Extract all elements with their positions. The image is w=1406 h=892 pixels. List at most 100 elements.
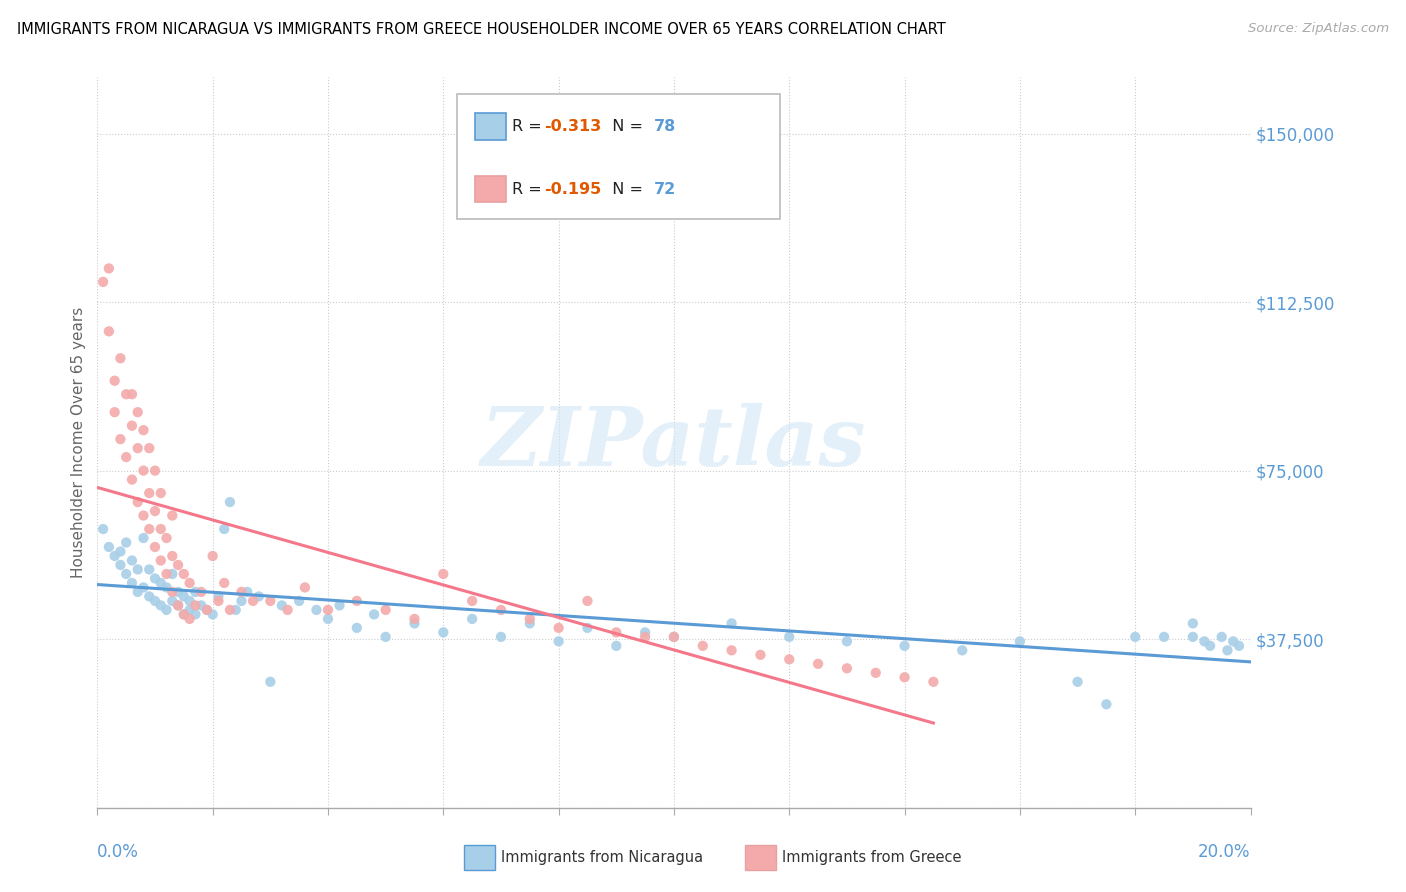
Point xyxy=(143,594,166,608)
Text: 20.0%: 20.0% xyxy=(1198,843,1250,862)
Point xyxy=(121,576,143,591)
Point xyxy=(1181,630,1204,644)
Point xyxy=(225,603,247,617)
Point xyxy=(519,616,541,631)
Point xyxy=(1008,634,1031,648)
Point xyxy=(778,630,800,644)
Point xyxy=(162,566,184,581)
Point xyxy=(184,607,207,622)
Point xyxy=(374,630,396,644)
Text: N =: N = xyxy=(602,182,648,196)
Point xyxy=(346,621,368,635)
Point xyxy=(219,603,242,617)
Point xyxy=(115,566,138,581)
Text: N =: N = xyxy=(602,120,648,134)
Point xyxy=(167,585,190,599)
Point xyxy=(1066,674,1088,689)
Point xyxy=(662,630,685,644)
Point xyxy=(212,576,235,591)
Point xyxy=(115,450,138,464)
Point xyxy=(155,603,177,617)
Text: -0.195: -0.195 xyxy=(544,182,602,196)
Point xyxy=(489,603,512,617)
Point xyxy=(121,553,143,567)
Point xyxy=(316,603,339,617)
Point xyxy=(576,621,599,635)
Point xyxy=(231,585,253,599)
Point xyxy=(374,603,396,617)
Point xyxy=(247,590,270,604)
Point xyxy=(190,585,212,599)
Point xyxy=(1216,643,1239,657)
Point xyxy=(1199,639,1222,653)
Point xyxy=(242,594,264,608)
Point xyxy=(277,603,299,617)
Point xyxy=(1222,634,1244,648)
Point xyxy=(219,495,242,509)
Point xyxy=(179,594,201,608)
Point xyxy=(138,590,160,604)
Point xyxy=(149,553,172,567)
Point xyxy=(231,594,253,608)
Text: R =: R = xyxy=(512,182,547,196)
Point xyxy=(155,531,177,545)
Point xyxy=(893,639,915,653)
Point xyxy=(104,549,127,563)
Text: IMMIGRANTS FROM NICARAGUA VS IMMIGRANTS FROM GREECE HOUSEHOLDER INCOME OVER 65 Y: IMMIGRANTS FROM NICARAGUA VS IMMIGRANTS … xyxy=(17,22,946,37)
Point xyxy=(288,594,311,608)
Point xyxy=(121,387,143,401)
Point xyxy=(865,665,887,680)
Text: R =: R = xyxy=(512,120,547,134)
Point xyxy=(149,486,172,500)
Point xyxy=(662,630,685,644)
Point xyxy=(605,625,627,640)
Point xyxy=(184,599,207,613)
Point xyxy=(179,603,201,617)
Point xyxy=(270,599,292,613)
Point xyxy=(162,594,184,608)
Point xyxy=(121,418,143,433)
Point xyxy=(195,603,218,617)
Point xyxy=(807,657,830,671)
Text: 0.0%: 0.0% xyxy=(97,843,139,862)
Point xyxy=(155,581,177,595)
Point xyxy=(110,558,132,572)
Point xyxy=(1095,698,1118,712)
Point xyxy=(167,599,190,613)
Point xyxy=(155,566,177,581)
Point xyxy=(104,405,127,419)
Point xyxy=(201,549,224,563)
Point xyxy=(138,522,160,536)
Text: Immigrants from Greece: Immigrants from Greece xyxy=(782,850,962,864)
Point xyxy=(432,625,454,640)
Point xyxy=(190,599,212,613)
Point xyxy=(110,544,132,558)
Text: ZIPatlas: ZIPatlas xyxy=(481,402,866,483)
Point xyxy=(110,432,132,446)
Point xyxy=(132,423,155,437)
Point xyxy=(316,612,339,626)
Point xyxy=(207,594,229,608)
Text: Source: ZipAtlas.com: Source: ZipAtlas.com xyxy=(1249,22,1389,36)
Point xyxy=(104,374,127,388)
Point xyxy=(149,576,172,591)
Point xyxy=(167,558,190,572)
Point xyxy=(115,535,138,549)
Point xyxy=(162,585,184,599)
Point xyxy=(173,607,195,622)
Point xyxy=(162,549,184,563)
Point xyxy=(489,630,512,644)
Point xyxy=(519,612,541,626)
Point xyxy=(143,571,166,585)
Point xyxy=(1227,639,1250,653)
Point xyxy=(461,612,484,626)
Point xyxy=(127,441,149,455)
Point xyxy=(1211,630,1233,644)
Point xyxy=(127,562,149,576)
Point xyxy=(950,643,973,657)
Point xyxy=(305,603,328,617)
Point xyxy=(1181,616,1204,631)
Point xyxy=(1123,630,1146,644)
Point xyxy=(749,648,772,662)
Point xyxy=(363,607,385,622)
